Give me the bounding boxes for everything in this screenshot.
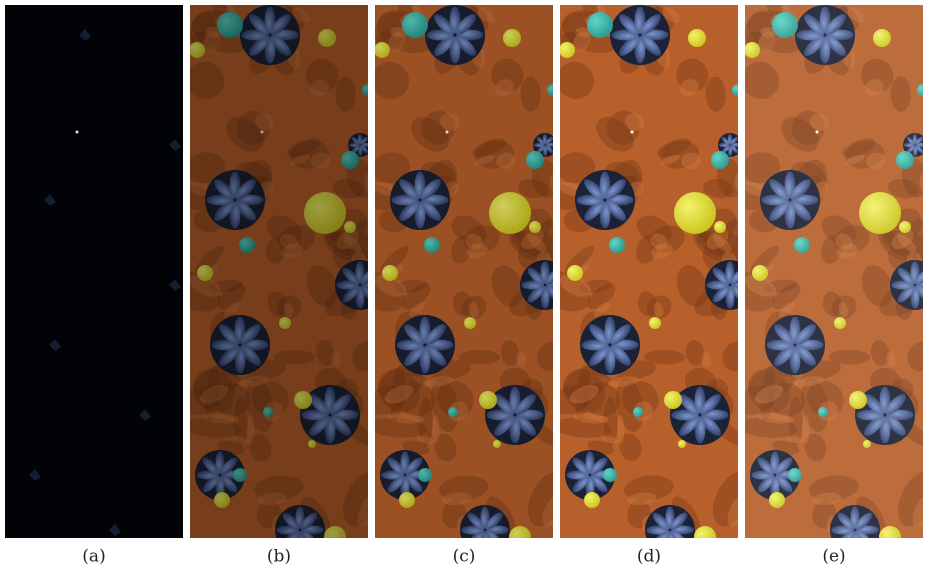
cyan-sphere — [633, 407, 643, 417]
yellow-sphere — [678, 440, 686, 448]
panel-bg — [5, 5, 183, 538]
panel — [346, 0, 575, 555]
surface-fold — [644, 350, 686, 365]
panel — [161, 0, 390, 555]
figure: (a) (b) (c) (d) (e) — [0, 0, 926, 574]
panel — [5, 5, 183, 538]
yellow-sphere — [559, 42, 575, 58]
yellow-sphere — [694, 526, 716, 548]
yellow-sphere — [664, 391, 682, 409]
shade — [745, 5, 923, 538]
spark — [631, 131, 634, 134]
panel-caption: (d) — [637, 547, 661, 567]
yellow-sphere — [567, 265, 583, 281]
cyan-sphere — [711, 151, 729, 169]
yellow-sphere — [674, 192, 716, 234]
cyan-sphere — [603, 468, 617, 482]
shade — [375, 5, 553, 538]
yellow-sphere — [714, 221, 726, 233]
cyan-sphere — [587, 12, 613, 38]
yellow-sphere — [584, 492, 600, 508]
panel — [716, 0, 926, 555]
panel-caption: (b) — [267, 547, 291, 567]
shade — [190, 5, 368, 538]
cyan-sphere — [609, 237, 625, 253]
panel — [531, 0, 760, 555]
yellow-sphere — [649, 317, 661, 329]
panel-caption: (c) — [453, 547, 476, 567]
cyan-sphere — [732, 84, 744, 96]
panel-caption: (e) — [822, 547, 845, 567]
yellow-sphere — [688, 29, 706, 47]
spark — [76, 131, 79, 134]
panel-caption: (a) — [82, 547, 105, 567]
